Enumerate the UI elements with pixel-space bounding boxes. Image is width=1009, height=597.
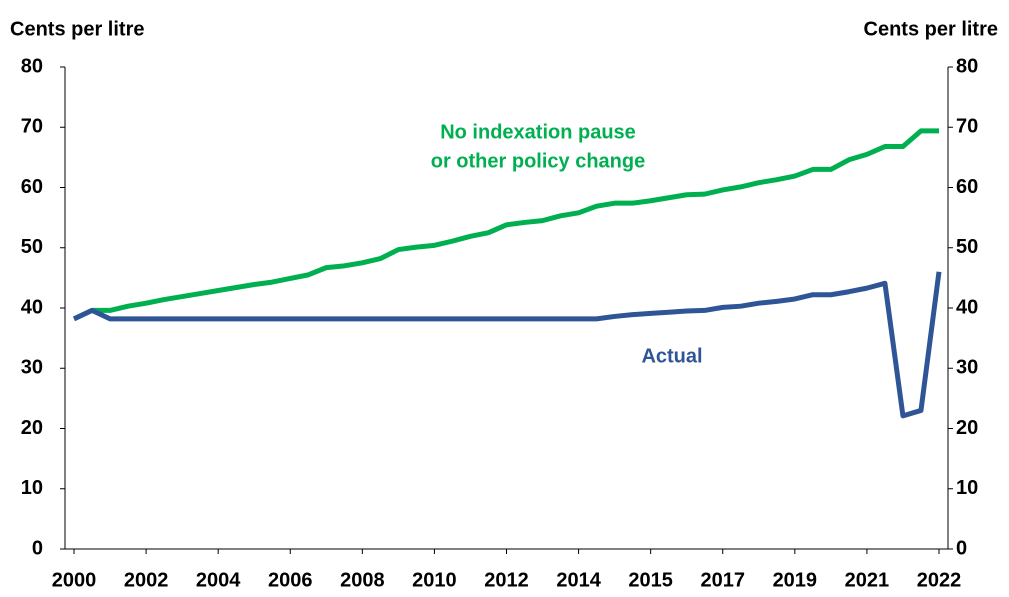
y2-tick-label: 20 [956, 417, 978, 439]
y2-tick-label: 0 [956, 537, 967, 559]
y2-tick-label: 70 [956, 116, 978, 138]
y-tick-label: 20 [21, 417, 43, 439]
y-tick-label: 10 [21, 477, 43, 499]
y2-tick-label: 30 [956, 357, 978, 379]
x-tick-label: 2006 [268, 569, 313, 591]
y-tick-label: 40 [21, 296, 43, 318]
y2-axis-label: Cents per litre [864, 18, 998, 40]
series-line [72, 271, 942, 419]
x-tick-label: 2014 [556, 569, 601, 591]
x-tick-label: 2021 [845, 569, 890, 591]
y-tick-label: 60 [21, 176, 43, 198]
annotation: or other policy change [431, 150, 645, 172]
y-tick-label: 50 [21, 236, 43, 258]
y2-tick-label: 40 [956, 296, 978, 318]
y-tick-label: 70 [21, 116, 43, 138]
x-tick-label: 2010 [412, 569, 457, 591]
x-tick-label: 2015 [628, 569, 673, 591]
series-line [72, 128, 939, 322]
x-tick-label: 2022 [917, 569, 962, 591]
x-tick-label: 2012 [484, 569, 529, 591]
x-tick-label: 2004 [196, 569, 241, 591]
y-tick-label: 0 [32, 537, 43, 559]
y2-tick-label: 50 [956, 236, 978, 258]
x-tick-label: 2000 [52, 569, 97, 591]
y-tick-label: 80 [21, 55, 43, 77]
y-tick-label: 30 [21, 357, 43, 379]
y2-tick-label: 80 [956, 55, 978, 77]
y-axis-label: Cents per litre [10, 18, 144, 40]
x-tick-label: 2002 [124, 569, 169, 591]
x-tick-label: 2017 [700, 569, 745, 591]
y2-tick-label: 60 [956, 176, 978, 198]
x-tick-label: 2008 [340, 569, 385, 591]
annotation: Actual [641, 345, 702, 367]
annotation: No indexation pause [440, 121, 636, 143]
x-tick-label: 2019 [773, 569, 818, 591]
y2-tick-label: 10 [956, 477, 978, 499]
